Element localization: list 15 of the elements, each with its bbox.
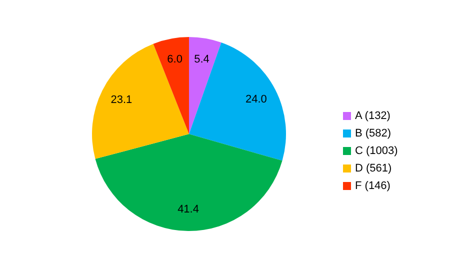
legend-label: F (146) [355,180,390,192]
pie-slice [95,134,282,231]
data-label: 41.4 [178,204,199,216]
legend-label: C (1003) [355,145,398,157]
legend-label: D (561) [355,162,392,174]
data-label: 23.1 [110,94,132,106]
data-label: 24.0 [246,93,267,106]
data-label: 6.0 [167,54,182,66]
pie-slice [92,44,189,159]
legend-label: A (132) [355,110,390,122]
legend-label: B (582) [355,128,392,140]
pie-slice [189,37,222,134]
data-label: 5.4 [194,53,210,66]
pie-slice [153,37,189,134]
pie-slice [189,42,286,161]
